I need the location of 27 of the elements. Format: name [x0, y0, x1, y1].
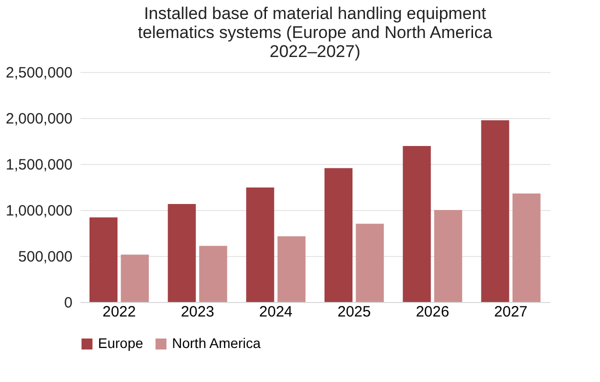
- x-tick-label: 2025: [337, 304, 371, 320]
- legend-label: North America: [172, 335, 261, 351]
- y-tick-label: 2,500,000: [6, 64, 72, 82]
- y-tick-label: 1,500,000: [6, 156, 72, 174]
- y-tick-label: 1,000,000: [6, 202, 72, 220]
- y-tick-label: 500,000: [18, 248, 72, 266]
- x-tick-label: 2026: [416, 304, 450, 320]
- x-tick-label: 2024: [259, 304, 293, 320]
- y-tick-label: 2,000,000: [6, 110, 72, 128]
- y-tick-label: 0: [64, 294, 72, 312]
- x-tick-label: 2023: [180, 304, 214, 320]
- bar: [324, 168, 352, 302]
- bar: [278, 236, 306, 302]
- bar: [481, 120, 510, 302]
- bar: [90, 217, 118, 302]
- bar: [199, 246, 228, 302]
- x-tick-label: 2022: [102, 304, 136, 320]
- bar: [246, 187, 274, 302]
- bar: [356, 224, 384, 302]
- bar: [402, 146, 431, 302]
- bar: [512, 193, 540, 302]
- x-tick-label: 2027: [494, 304, 528, 320]
- chart-title: Installed base of material handling equipment telematics systems (Europe and North America 2022–2027): [138, 4, 493, 61]
- bar: [168, 204, 196, 302]
- bar: [434, 210, 462, 302]
- bar: [120, 254, 149, 302]
- legend-label: Europe: [98, 335, 144, 351]
